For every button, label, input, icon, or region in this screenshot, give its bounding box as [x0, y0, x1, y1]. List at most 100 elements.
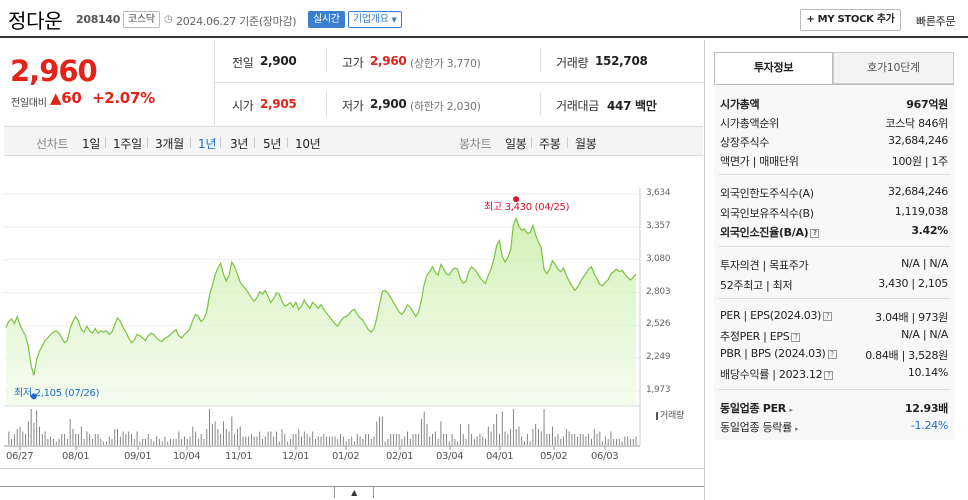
- volume-bar: [635, 436, 637, 445]
- volume-bar: [214, 421, 216, 445]
- volume-bar: [44, 431, 46, 445]
- my-stock-add-button[interactable]: + MY STOCK 추가: [800, 9, 901, 31]
- volume-bar: [426, 424, 428, 445]
- volume-bar: [340, 434, 342, 445]
- help-icon[interactable]: ?: [791, 332, 801, 342]
- help-icon[interactable]: ?: [824, 370, 834, 380]
- price-chart[interactable]: [0, 158, 704, 486]
- volume-bar: [303, 431, 305, 445]
- high-marker: [513, 196, 520, 203]
- candle-monthly[interactable]: 월봉: [575, 137, 597, 151]
- volume-bar: [175, 439, 177, 445]
- volume-bar: [398, 434, 400, 445]
- volume-bar: [429, 436, 431, 445]
- volume-bar: [574, 434, 576, 445]
- volume-bar: [189, 436, 191, 445]
- volume-bar: [217, 429, 219, 445]
- volume-bar: [387, 439, 389, 445]
- volume-bar: [220, 434, 222, 445]
- volume-bar: [412, 434, 414, 445]
- info-row-mcap: 시가총액 967억원: [720, 98, 948, 111]
- volume-bar: [55, 441, 57, 445]
- collapse-button[interactable]: ▲: [334, 486, 374, 498]
- caret-right-icon: ▸: [789, 406, 794, 414]
- volume-bar: [418, 434, 420, 445]
- volume-bar: [596, 434, 598, 445]
- divider: [214, 40, 215, 126]
- volume-bar: [565, 429, 567, 445]
- volume-bar: [331, 436, 333, 445]
- help-icon[interactable]: ?: [823, 311, 833, 321]
- volume-value: 152,708: [595, 54, 648, 68]
- period-bar: 선차트 1일 1주일 3개월 1년 3년 5년 10년 봉차트 일봉 주봉 월봉: [4, 126, 703, 156]
- volume-bar: [437, 439, 439, 445]
- volume-bar: [610, 431, 612, 445]
- volume-bar: [86, 431, 88, 445]
- volume-bar: [496, 414, 498, 445]
- period-1d[interactable]: 1일: [82, 137, 101, 151]
- volume-bar: [393, 434, 394, 445]
- invest-info-panel: [714, 84, 954, 440]
- current-price: 2,960: [10, 54, 98, 88]
- realtime-button[interactable]: 실시간: [308, 11, 345, 28]
- period-10y[interactable]: 10년: [295, 137, 321, 151]
- tab-hoga[interactable]: 호가10단계: [833, 52, 954, 84]
- stock-name: 정다운: [8, 9, 63, 33]
- volume-bar: [239, 426, 241, 445]
- volume-bar: [66, 439, 68, 445]
- volume-bar: [554, 436, 556, 445]
- volume-bar: [518, 426, 520, 445]
- volume-bar: [298, 429, 300, 445]
- x-tick-label: 03/04: [436, 451, 464, 462]
- volume-bar: [482, 436, 484, 445]
- volume-bar: [8, 431, 10, 445]
- volume-bar: [423, 411, 425, 445]
- high-value: 2,960: [370, 54, 407, 68]
- y-tick-label: 2,803: [646, 286, 671, 297]
- info-row-shares: 상장주식수 32,684,246: [720, 134, 948, 149]
- x-tick-label: 08/01: [62, 451, 90, 462]
- volume-bar: [69, 419, 71, 445]
- high-annotation: 최고 3,430 (04/25): [484, 202, 570, 213]
- low-value: 2,900: [370, 97, 407, 111]
- volume-bar: [39, 426, 40, 445]
- volume-bar: [278, 441, 280, 445]
- corp-info-dropdown[interactable]: 기업개요 ▼: [348, 11, 402, 28]
- change-label: 전일대비: [11, 98, 47, 109]
- help-icon[interactable]: ?: [827, 349, 837, 359]
- info-row-est-per: 추정PER | EPS? N/A | N/A: [720, 328, 948, 343]
- volume-bar: [317, 436, 319, 445]
- volume-bar: [538, 429, 539, 445]
- volume-bar: [167, 441, 169, 445]
- volume-bar: [432, 434, 434, 445]
- volume-bar: [420, 419, 422, 445]
- volume-bar: [384, 441, 386, 445]
- candle-daily[interactable]: 일봉: [505, 137, 527, 151]
- help-icon[interactable]: ?: [810, 228, 820, 238]
- volume-bar: [203, 439, 205, 445]
- divider: [214, 82, 704, 83]
- period-1y[interactable]: 1년: [198, 137, 217, 151]
- y-tick-label: 3,634: [646, 188, 671, 198]
- volume-bar: [97, 434, 99, 445]
- volume-bar: [362, 439, 364, 445]
- candle-weekly[interactable]: 주봉: [539, 137, 561, 151]
- tab-invest-info[interactable]: 투자정보: [714, 52, 833, 84]
- volume-bar: [409, 439, 411, 445]
- quick-order-link[interactable]: 빠른주문: [916, 15, 956, 28]
- period-1w[interactable]: 1주일: [113, 137, 142, 151]
- candle-chart-label: 봉차트: [459, 137, 492, 151]
- volume-bar: [253, 436, 255, 445]
- volume-bar: [275, 431, 277, 445]
- volume-bar: [287, 441, 289, 445]
- period-3m[interactable]: 3개월: [155, 137, 184, 151]
- volume-bar: [142, 439, 144, 445]
- volume-bar: [434, 431, 436, 445]
- volume-bar: [64, 434, 66, 445]
- period-3y[interactable]: 3년: [230, 137, 249, 151]
- volume-bar: [225, 429, 227, 445]
- volume-bar: [236, 429, 238, 445]
- volume-bar: [532, 429, 534, 445]
- period-5y[interactable]: 5년: [263, 137, 282, 151]
- volume-bar: [111, 439, 113, 445]
